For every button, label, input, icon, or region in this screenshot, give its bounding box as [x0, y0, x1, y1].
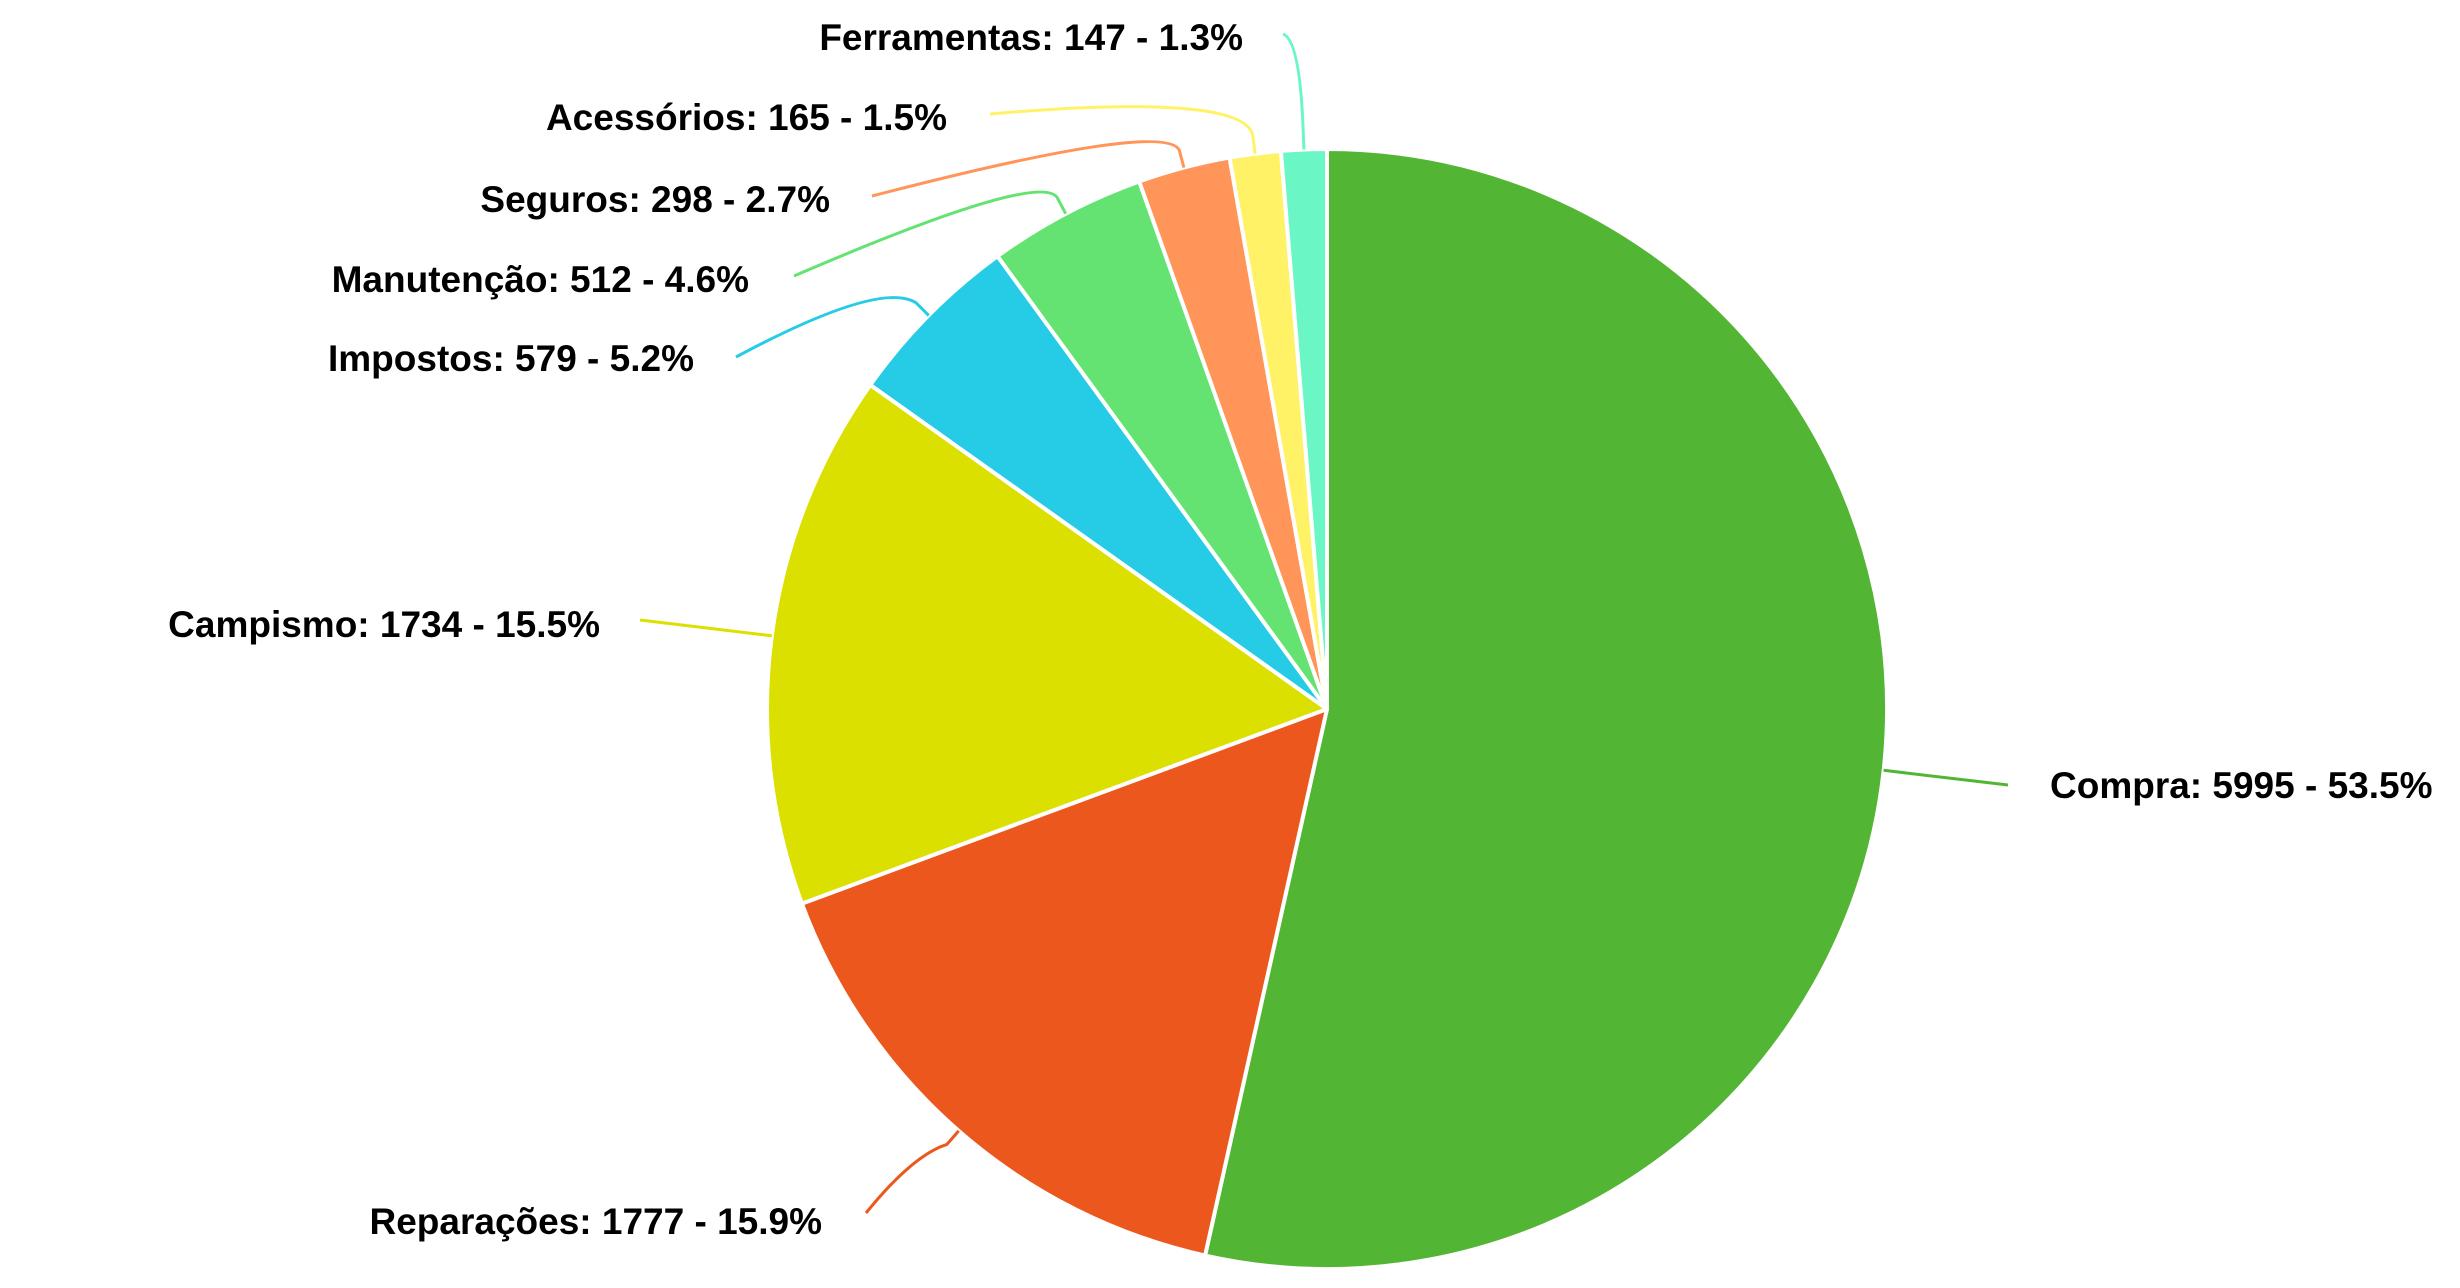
- connector-line-manutencao: [793, 190, 1068, 278]
- connector-line-impostos: [735, 296, 930, 359]
- data-label-reparacoes: Reparações: 1777 - 15.9%: [370, 1201, 823, 1242]
- slices-layer: [765, 147, 1890, 1271]
- data-label-ferramentas: Ferramentas: 147 - 1.3%: [819, 17, 1243, 58]
- data-label-acessorios: Acessórios: 165 - 1.5%: [546, 97, 947, 138]
- connector-line-reparacoes: [864, 1129, 960, 1214]
- pie-slice-reparacoes[interactable]: [799, 707, 1329, 1258]
- data-label-seguros: Seguros: 298 - 2.7%: [480, 179, 830, 220]
- connector-line-acessorios: [989, 105, 1257, 154]
- pie-slice-campismo[interactable]: [765, 382, 1329, 906]
- connector-line-campismo: [639, 618, 772, 638]
- connector-line-ferramentas: [1282, 32, 1306, 150]
- labels-layer: Compra: 5995 - 53.5% Reparações: 1777 - 1…: [168, 17, 2432, 1242]
- connector-line-seguros: [871, 140, 1186, 198]
- pie-slice-manutencao[interactable]: [995, 179, 1329, 711]
- data-label-campismo: Campismo: 1734 - 15.5%: [168, 604, 600, 645]
- data-label-manutencao: Manutenção: 512 - 4.6%: [332, 259, 749, 300]
- connector-line-compra: [1883, 768, 2009, 787]
- data-label-compra: Compra: 5995 - 53.5%: [2050, 765, 2433, 806]
- connectors-layer: [639, 32, 2009, 1214]
- data-label-impostos: Impostos: 579 - 5.2%: [328, 338, 694, 379]
